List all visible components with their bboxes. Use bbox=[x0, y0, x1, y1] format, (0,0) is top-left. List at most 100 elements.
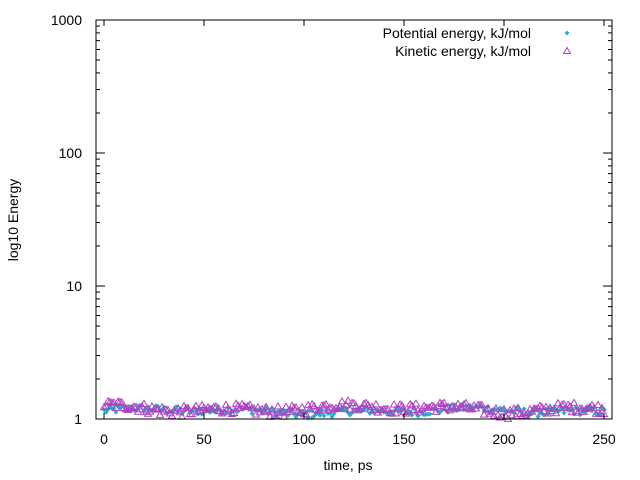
kinetic-energy-point bbox=[153, 404, 163, 413]
kinetic-energy-point bbox=[403, 407, 413, 415]
kinetic-energy-point bbox=[291, 402, 301, 411]
kinetic-energy-point bbox=[319, 400, 329, 409]
x-tick-label: 50 bbox=[196, 431, 212, 447]
kinetic-energy-point bbox=[343, 396, 353, 404]
kinetic-energy-point bbox=[157, 402, 167, 411]
kinetic-energy-point bbox=[541, 402, 551, 410]
kinetic-energy-point bbox=[263, 407, 273, 415]
kinetic-energy-point bbox=[315, 406, 325, 415]
kinetic-energy-point bbox=[119, 403, 129, 412]
kinetic-energy-point bbox=[105, 397, 115, 405]
plot-frame bbox=[95, 19, 613, 420]
kinetic-energy-point bbox=[125, 404, 135, 412]
kinetic-energy-point bbox=[391, 408, 401, 417]
kinetic-energy-point bbox=[449, 404, 459, 412]
kinetic-energy-point bbox=[175, 407, 185, 416]
kinetic-energy-point bbox=[357, 404, 367, 412]
kinetic-energy-point bbox=[101, 402, 111, 410]
kinetic-energy-point bbox=[145, 407, 155, 415]
kinetic-energy-point bbox=[333, 404, 343, 412]
kinetic-energy-point bbox=[369, 405, 379, 413]
kinetic-energy-point bbox=[585, 402, 595, 411]
y-axis-label: log10 Energy bbox=[5, 179, 21, 262]
legend-label-potential: Potential energy, kJ/mol bbox=[383, 25, 531, 41]
kinetic-energy-point bbox=[111, 403, 121, 411]
kinetic-energy-point bbox=[491, 403, 501, 412]
x-axis-label: time, ps bbox=[323, 457, 372, 473]
kinetic-energy-point bbox=[419, 401, 429, 410]
kinetic-energy-point bbox=[395, 399, 405, 408]
kinetic-energy-point bbox=[593, 400, 603, 408]
kinetic-energy-point bbox=[459, 399, 469, 408]
kinetic-energy-point bbox=[487, 407, 497, 415]
kinetic-energy-point bbox=[485, 409, 495, 417]
kinetic-energy-point bbox=[131, 402, 141, 410]
kinetic-energy-point bbox=[103, 396, 113, 405]
kinetic-energy-point bbox=[437, 399, 447, 408]
kinetic-energy-point bbox=[457, 403, 467, 412]
kinetic-energy-point bbox=[191, 401, 201, 409]
kinetic-energy-point bbox=[293, 407, 303, 415]
kinetic-energy-point bbox=[397, 401, 407, 409]
kinetic-energy-point bbox=[405, 399, 415, 408]
legend: Potential energy, kJ/mol Kinetic energy,… bbox=[383, 25, 572, 59]
kinetic-energy-point bbox=[383, 404, 393, 413]
kinetic-energy-point bbox=[503, 414, 513, 422]
kinetic-energy-point bbox=[225, 405, 235, 414]
legend-marker-potential bbox=[564, 30, 570, 36]
x-tick-label: 250 bbox=[592, 431, 616, 447]
kinetic-energy-point bbox=[243, 401, 253, 410]
kinetic-energy-point bbox=[481, 405, 491, 413]
potential-energy-point bbox=[329, 414, 335, 420]
kinetic-energy-point bbox=[207, 404, 217, 413]
kinetic-energy-point bbox=[549, 404, 559, 412]
kinetic-energy-point bbox=[591, 409, 601, 417]
kinetic-energy-point bbox=[507, 410, 517, 419]
x-tick-label: 100 bbox=[292, 431, 316, 447]
kinetic-energy-point bbox=[311, 405, 321, 413]
kinetic-energy-point bbox=[151, 403, 161, 412]
kinetic-energy-point bbox=[427, 401, 437, 409]
kinetic-energy-point bbox=[323, 405, 333, 414]
kinetic-energy-point bbox=[171, 406, 181, 414]
kinetic-energy-point bbox=[547, 406, 557, 415]
kinetic-energy-point bbox=[187, 409, 197, 418]
kinetic-energy-point bbox=[539, 407, 549, 415]
kinetic-energy-point bbox=[253, 402, 263, 411]
kinetic-energy-point bbox=[341, 400, 351, 408]
kinetic-energy-point bbox=[115, 397, 125, 405]
potential-energy-point bbox=[535, 414, 541, 420]
kinetic-energy-point bbox=[563, 400, 573, 408]
potential-energy-point bbox=[427, 411, 433, 417]
kinetic-energy-point bbox=[431, 407, 441, 415]
kinetic-energy-point bbox=[439, 398, 449, 406]
potential-energy-point bbox=[561, 410, 567, 416]
kinetic-energy-point bbox=[499, 404, 509, 413]
kinetic-energy-point bbox=[411, 399, 421, 407]
kinetic-energy-point bbox=[219, 407, 229, 416]
kinetic-energy-point bbox=[309, 401, 319, 410]
y-tick-label: 1 bbox=[74, 411, 82, 427]
kinetic-energy-point bbox=[99, 402, 109, 411]
legend-label-kinetic: Kinetic energy, kJ/mol bbox=[395, 43, 531, 59]
kinetic-energy-point bbox=[167, 411, 177, 419]
kinetic-energy-point bbox=[569, 398, 579, 406]
kinetic-energy-point bbox=[573, 408, 583, 416]
kinetic-energy-point bbox=[297, 402, 307, 411]
y-tick-label: 100 bbox=[59, 145, 83, 161]
kinetic-energy-point bbox=[595, 409, 605, 417]
potential-energy-point bbox=[445, 409, 451, 415]
kinetic-energy-point bbox=[241, 402, 251, 411]
kinetic-energy-point bbox=[229, 408, 239, 416]
kinetic-energy-point bbox=[273, 401, 283, 410]
kinetic-energy-point bbox=[461, 398, 471, 407]
kinetic-energy-point bbox=[275, 408, 285, 416]
kinetic-energy-point bbox=[551, 408, 561, 417]
kinetic-energy-point bbox=[363, 400, 373, 408]
kinetic-energy-point bbox=[321, 399, 331, 408]
kinetic-energy-point bbox=[495, 413, 505, 421]
potential-energy-point bbox=[113, 409, 119, 415]
kinetic-energy-point bbox=[277, 407, 287, 416]
kinetic-energy-point bbox=[227, 409, 237, 418]
